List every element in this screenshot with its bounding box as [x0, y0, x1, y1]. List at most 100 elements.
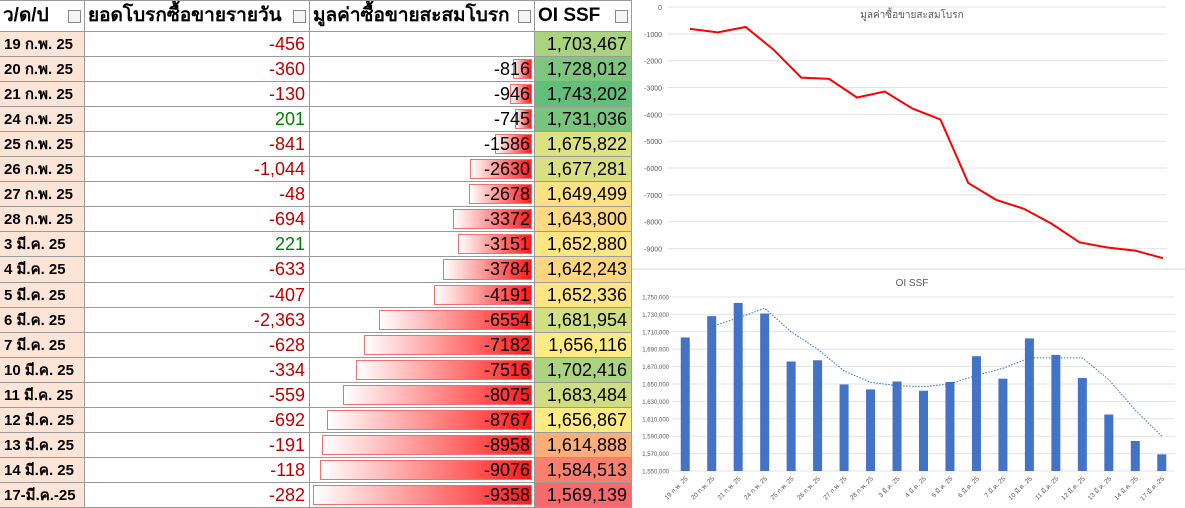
- date-cell: 25 ก.พ. 25: [0, 132, 85, 158]
- oi-cell: 1,656,867: [535, 407, 632, 433]
- oi-cell: 1,675,822: [535, 132, 632, 158]
- date-cell: 20 ก.พ. 25: [0, 57, 85, 83]
- cumulative-cell: [310, 32, 535, 58]
- oi-cell: 1,743,202: [535, 82, 632, 108]
- filter-button[interactable]: [518, 10, 531, 23]
- oi-cell: 1,703,467: [535, 32, 632, 58]
- oi-cell: 1,683,484: [535, 382, 632, 408]
- oi-cell: 1,677,281: [535, 157, 632, 183]
- bar: [1104, 414, 1114, 471]
- x-tick-label: 28 ก.พ. 25: [849, 475, 875, 501]
- oi-cell: 1,643,800: [535, 207, 632, 233]
- data-bar: [458, 234, 532, 255]
- cumulative-value: -8075: [483, 384, 530, 405]
- date-cell: 4 มี.ค. 25: [0, 257, 85, 283]
- date-cell: 17-มี.ค.-25: [0, 482, 85, 508]
- cumulative-cell: -3784: [310, 257, 535, 283]
- filter-button[interactable]: [615, 10, 628, 23]
- filter-button[interactable]: [293, 10, 306, 23]
- data-bar: [514, 109, 532, 130]
- daily-cell: -407: [85, 282, 310, 308]
- oi-cell: 1,569,139: [535, 482, 632, 508]
- date-cell: 6 มี.ค. 25: [0, 307, 85, 333]
- y-tick-label: -8000: [644, 220, 662, 227]
- y-tick-label: 1,590,000: [642, 435, 669, 441]
- x-tick-label: 6 มี.ค. 25: [956, 474, 981, 499]
- data-bar: [512, 59, 532, 80]
- cumulative-cell: -745: [310, 107, 535, 133]
- daily-cell: -1,044: [85, 157, 310, 183]
- cumulative-cell: -1586: [310, 132, 535, 158]
- cumulative-value: -4191: [483, 284, 530, 305]
- oi-cell: 1,702,416: [535, 357, 632, 383]
- daily-cell: -2,363: [85, 307, 310, 333]
- cumulative-value: -9358: [483, 484, 530, 505]
- x-tick-label: 26 ก.พ. 25: [796, 475, 822, 501]
- chart-area: [632, 0, 1185, 268]
- data-bar: [363, 334, 532, 355]
- chart-title: OI SSF: [896, 278, 929, 289]
- cumulative-cell: -946: [310, 82, 535, 108]
- daily-cell: -628: [85, 332, 310, 358]
- bar: [945, 381, 955, 471]
- cumulative-value: -6554: [483, 309, 530, 330]
- spreadsheet: ว/ด/ป ยอดโบรกซื้อขายรายวัน มูลค่าซื้อขายสะ…: [0, 0, 632, 508]
- x-tick-label: 25 ก.พ. 25: [769, 475, 795, 501]
- cumulative-value: -1586: [483, 134, 530, 155]
- header-text: มูลค่าซื้อขายสะสมโบรก: [313, 5, 510, 26]
- daily-cell: -692: [85, 407, 310, 433]
- data-bar: [356, 359, 532, 380]
- date-cell: 21 ก.พ. 25: [0, 82, 85, 108]
- cumulative-cell: -2630: [310, 157, 535, 183]
- oi-cell: 1,642,243: [535, 257, 632, 283]
- cumulative-value: -745: [493, 109, 530, 130]
- cumulative-cell: -9358: [310, 482, 535, 508]
- x-tick-label: 10 มี.ค. 25: [1007, 474, 1034, 501]
- date-cell: 3 มี.ค. 25: [0, 232, 85, 258]
- bar: [918, 390, 929, 471]
- y-tick-label: 1,710,000: [642, 330, 669, 336]
- header-text: OI SSF: [538, 5, 601, 26]
- x-tick-label: 24 ก.พ. 25: [743, 475, 769, 501]
- bar: [892, 381, 902, 471]
- data-bar: [378, 309, 532, 330]
- y-tick-label: 1,750,000: [642, 296, 669, 302]
- cumulative-cell: -8075: [310, 382, 535, 408]
- bar: [866, 389, 876, 471]
- x-tick-label: 17-มี.ค.-25: [1139, 474, 1167, 502]
- daily-cell: -456: [85, 32, 310, 58]
- date-cell: 19 ก.พ. 25: [0, 32, 85, 58]
- oi-cell: 1,728,012: [535, 57, 632, 83]
- x-tick-label: 14 มี.ค. 25: [1113, 474, 1140, 501]
- data-bar: [433, 284, 532, 305]
- y-tick-label: 1,630,000: [642, 400, 669, 406]
- y-tick-label: 0: [658, 5, 662, 12]
- daily-cell: -191: [85, 432, 310, 458]
- data-bar: [453, 209, 532, 230]
- bar: [707, 316, 717, 471]
- y-tick-label: -9000: [644, 247, 662, 254]
- trendline: [711, 307, 1163, 437]
- daily-cell: -282: [85, 482, 310, 508]
- bar: [786, 361, 796, 471]
- bar: [1024, 338, 1034, 471]
- y-tick-label: -7000: [644, 193, 662, 200]
- bar: [1077, 378, 1087, 471]
- bar: [971, 356, 981, 471]
- bar: [998, 378, 1008, 471]
- y-tick-label: 1,550,000: [642, 470, 669, 476]
- cumulative-cell: -7182: [310, 332, 535, 358]
- chart-title: มูลค่าซื้อขายสะสมโบรก: [860, 7, 963, 21]
- cumulative-cell: -8958: [310, 432, 535, 458]
- cumulative-value: -2630: [483, 159, 530, 180]
- x-tick-label: 4 มี.ค. 25: [903, 474, 928, 499]
- x-tick-label: 13 มี.ค. 25: [1086, 474, 1113, 501]
- x-tick-label: 5 มี.ค. 25: [930, 474, 955, 499]
- filter-button[interactable]: [68, 10, 81, 23]
- cumulative-cell: -6554: [310, 307, 535, 333]
- x-tick-label: 19 ก.พ. 25: [664, 475, 690, 501]
- oi-cell: 1,656,116: [535, 332, 632, 358]
- oi-cell: 1,652,336: [535, 282, 632, 308]
- bar: [1157, 454, 1167, 471]
- bar: [1051, 354, 1061, 471]
